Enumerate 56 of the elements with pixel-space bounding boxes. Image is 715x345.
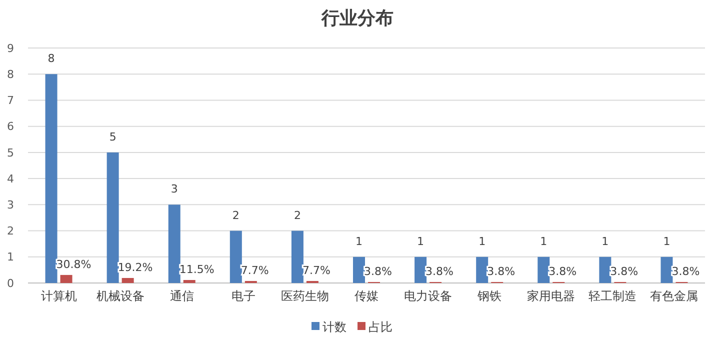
x-tick-label: 通信: [170, 289, 194, 303]
data-label: 5: [109, 130, 116, 144]
y-tick-label: 9: [7, 42, 14, 55]
y-tick-label: 3: [7, 198, 14, 212]
data-label: 1: [602, 234, 609, 248]
y-tick-label: 8: [7, 68, 14, 81]
data-label: 1: [540, 234, 548, 248]
data-label: 3.8%: [487, 265, 516, 278]
y-tick-label: 7: [7, 94, 14, 108]
x-tick-label: 电力设备: [404, 289, 452, 303]
x-tick-label: 钢铁: [476, 289, 502, 303]
x-tick-label: 轻工制造: [588, 289, 637, 303]
x-tick-label: 电子: [231, 289, 256, 303]
y-tick-label: 4: [7, 172, 14, 186]
data-label: 30.8%: [56, 258, 92, 271]
data-label: 1: [478, 234, 486, 248]
y-tick-label: 5: [7, 146, 14, 160]
bar: [183, 280, 196, 283]
bar: [476, 256, 488, 283]
data-label: 1: [417, 234, 424, 248]
bar: [60, 274, 72, 283]
legend-label: 计数: [322, 320, 346, 334]
data-label: 3.8%: [672, 265, 700, 278]
data-label: 2: [232, 208, 240, 222]
x-tick-label: 家用电器: [527, 289, 576, 303]
data-label: 19.2%: [118, 260, 153, 274]
data-label: 3: [170, 182, 178, 196]
data-label: 1: [356, 234, 362, 248]
bar: [106, 152, 119, 283]
y-tick-label: 6: [7, 120, 14, 134]
data-label: 8: [48, 52, 55, 66]
bar: [538, 256, 550, 283]
x-tick-label: 医药生物: [280, 289, 329, 303]
bar: [599, 256, 612, 283]
legend-label: 占比: [368, 320, 392, 334]
bar: [122, 278, 134, 283]
y-tick-label: 0: [7, 276, 14, 290]
data-label: 1: [663, 234, 670, 248]
x-tick-label: 计算机: [40, 289, 77, 303]
bar: [168, 204, 180, 283]
bar: [230, 230, 242, 283]
y-tick-label: 2: [7, 224, 14, 238]
data-label: 3.8%: [548, 265, 577, 278]
bar: [291, 230, 304, 283]
data-label: 2: [294, 208, 301, 222]
x-tick-label: 机械设备: [96, 289, 144, 303]
bar: [45, 74, 58, 283]
data-label: 3.8%: [610, 265, 638, 278]
bar: [353, 256, 365, 283]
bar: [660, 256, 673, 283]
chart-title: 行业分布: [320, 8, 394, 29]
x-tick-label: 有色金属: [650, 289, 698, 303]
bar: [414, 256, 427, 283]
data-label: 11.5%: [179, 262, 214, 276]
y-tick-label: 1: [7, 250, 14, 264]
x-tick-label: 传媒: [354, 289, 378, 303]
